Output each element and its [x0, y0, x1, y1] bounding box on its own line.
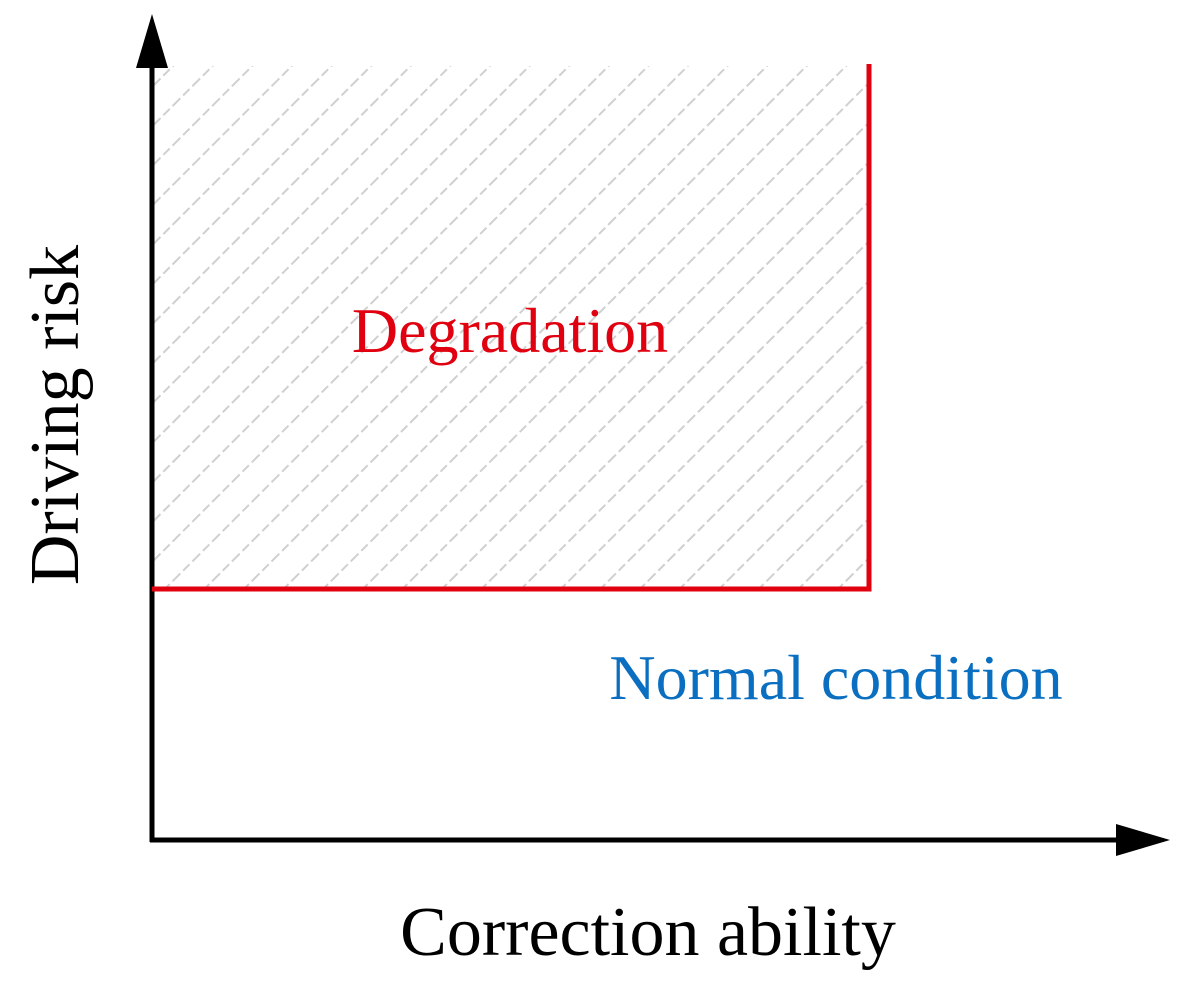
degradation-boundary — [152, 64, 872, 592]
y-axis-label: Driving risk — [17, 245, 94, 585]
degradation-label: Degradation — [352, 295, 668, 366]
y-axis-arrowhead — [136, 14, 168, 68]
x-axis-arrowhead — [1116, 824, 1170, 856]
degradation-region — [152, 66, 869, 589]
normal-condition-label: Normal condition — [609, 642, 1062, 713]
x-axis-label: Correction ability — [400, 894, 896, 971]
